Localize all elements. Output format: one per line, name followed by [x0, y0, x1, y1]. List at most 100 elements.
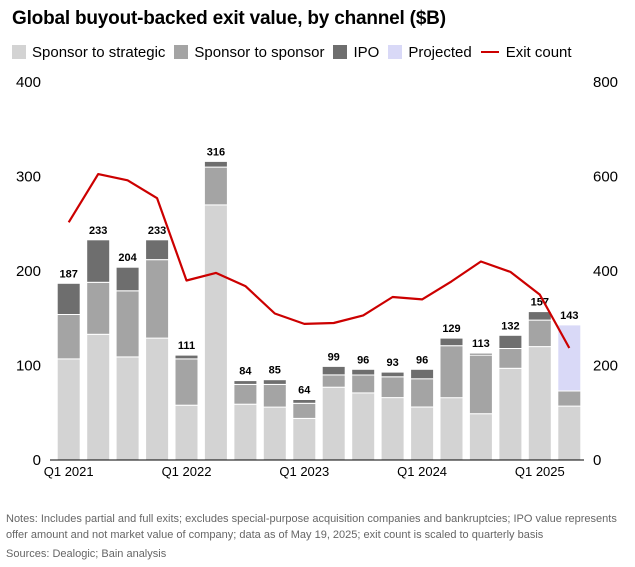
bar-sponsor-to-strategic [262, 406, 287, 461]
legend-item-ipo: IPO [333, 44, 379, 61]
bar-sponsor-to-sponsor [86, 281, 111, 335]
bar-sponsor-to-sponsor [527, 319, 552, 348]
bar-sponsor-to-strategic [145, 337, 170, 461]
x-axis-tick-label: Q1 2024 [397, 464, 447, 479]
bar-sponsor-to-sponsor [292, 402, 317, 419]
total-label: 143 [560, 310, 578, 322]
legend-label-sponsor-to-sponsor: Sponsor to sponsor [194, 43, 325, 61]
axes-group: 0 100 200 300 400 0 200 400 600 800 Q1 2021 Q1 2022… [16, 74, 618, 479]
exit-count-line-group [67, 173, 571, 349]
legend-item-projected: Projected [388, 43, 472, 61]
total-label: 96 [416, 354, 428, 366]
legend-label-projected: Projected [408, 43, 472, 61]
bar-sponsor-to-sponsor [439, 345, 464, 399]
chart-canvas: 187 233 204 233 111 316 84 85 64 99 96 93 96 129 113 13… [16, 74, 618, 479]
legend-item-sponsor-to-sponsor: Sponsor to sponsor [174, 44, 324, 61]
bar-sponsor-to-sponsor [56, 314, 81, 360]
total-label: 64 [298, 385, 311, 397]
bar-ipo [380, 371, 405, 378]
bar-sponsor-to-sponsor [203, 166, 228, 206]
bar-ipo [439, 337, 464, 347]
bar-sponsor-to-sponsor [115, 290, 140, 358]
bar-sponsor-to-sponsor [380, 376, 405, 399]
chart-sources: Sources: Dealogic; Bain analysis [6, 548, 167, 560]
total-label: 84 [239, 366, 252, 378]
bar-sponsor-to-sponsor [351, 374, 376, 394]
left-axis-tick-label: 400 [16, 74, 41, 91]
total-label: 157 [531, 297, 549, 309]
legend-item-exit-count: Exit count [480, 43, 572, 61]
right-axis-tick-label: 800 [593, 74, 618, 91]
bar-sponsor-to-sponsor [498, 348, 523, 369]
x-axis-tick-label: Q1 2025 [515, 464, 565, 479]
total-label: 204 [118, 252, 137, 264]
total-label: 129 [442, 323, 460, 335]
bar-sponsor-to-strategic [174, 404, 199, 461]
legend-swatch-projected [388, 45, 403, 59]
total-label: 113 [472, 338, 490, 350]
total-label: 316 [207, 146, 225, 158]
legend-label-ipo: IPO [353, 43, 380, 61]
bar-ipo [203, 160, 228, 168]
bar-sponsor-to-sponsor [233, 383, 258, 405]
bar-sponsor-to-sponsor [557, 390, 582, 407]
legend-swatch-sponsor-to-strategic [12, 45, 26, 59]
bar-sponsor-to-strategic [321, 386, 346, 461]
exit-count-line [67, 173, 571, 349]
bar-ipo [468, 352, 493, 356]
legend-swatch-ipo [333, 45, 348, 59]
legend-line-exit-count [480, 51, 499, 53]
right-axis-tick-label: 200 [593, 358, 618, 375]
bar-ipo [56, 282, 81, 315]
bar-sponsor-to-strategic [292, 417, 317, 461]
legend-item-sponsor-to-strategic: Sponsor to strategic [12, 44, 165, 61]
legend-label-exit-count: Exit count [505, 43, 572, 61]
right-axis-tick-label: 0 [593, 452, 601, 469]
bar-ipo [86, 239, 111, 283]
bar-projected [557, 324, 582, 392]
bar-sponsor-to-strategic [115, 356, 140, 461]
bar-sponsor-to-strategic [380, 397, 405, 461]
bar-sponsor-to-sponsor [410, 378, 435, 408]
bar-sponsor-to-strategic [233, 403, 258, 461]
bar-sponsor-to-sponsor [321, 374, 346, 388]
bar-ipo [115, 266, 140, 292]
left-axis-tick-label: 100 [16, 358, 41, 375]
bar-sponsor-to-strategic [410, 406, 435, 461]
left-axis-tick-label: 300 [16, 169, 41, 186]
chart-title: Global buyout-backed exit value, by chan… [12, 8, 446, 29]
bar-sponsor-to-strategic [351, 392, 376, 461]
x-axis-tick-label: Q1 2022 [162, 464, 212, 479]
left-axis-tick-label: 200 [16, 263, 41, 280]
legend-label-sponsor-to-strategic: Sponsor to strategic [32, 43, 166, 61]
total-label: 132 [501, 320, 519, 332]
bar-ipo [262, 379, 287, 385]
x-axis-tick-label: Q1 2021 [44, 464, 94, 479]
total-label: 96 [357, 354, 369, 366]
total-labels-group: 187 233 204 233 111 316 84 85 64 99 96 93 96 129 113 13… [60, 146, 579, 396]
bar-ipo [292, 399, 317, 404]
total-label: 233 [89, 225, 107, 237]
bars-group [56, 160, 582, 461]
total-label: 233 [148, 225, 166, 237]
total-label: 93 [386, 357, 398, 369]
bar-sponsor-to-strategic [86, 333, 111, 461]
bar-ipo [527, 311, 552, 321]
legend-swatch-sponsor-to-sponsor [174, 45, 189, 59]
bar-sponsor-to-strategic [56, 358, 81, 461]
right-axis-tick-label: 400 [593, 263, 618, 280]
bar-ipo [174, 354, 199, 360]
chart-notes: Notes: Includes partial and full exits; … [6, 513, 617, 541]
total-label: 187 [60, 268, 78, 280]
bar-sponsor-to-strategic [468, 413, 493, 461]
bar-sponsor-to-sponsor [262, 383, 287, 408]
bar-sponsor-to-sponsor [174, 358, 199, 406]
bar-ipo [410, 368, 435, 380]
bar-sponsor-to-strategic [557, 405, 582, 461]
bar-sponsor-to-strategic [203, 204, 228, 461]
bar-ipo [351, 368, 376, 376]
chart-legend: Sponsor to strategic Sponsor to sponsor … [12, 42, 581, 62]
bar-sponsor-to-sponsor [468, 354, 493, 415]
left-axis-tick-label: 0 [33, 452, 41, 469]
bar-ipo [233, 380, 258, 385]
